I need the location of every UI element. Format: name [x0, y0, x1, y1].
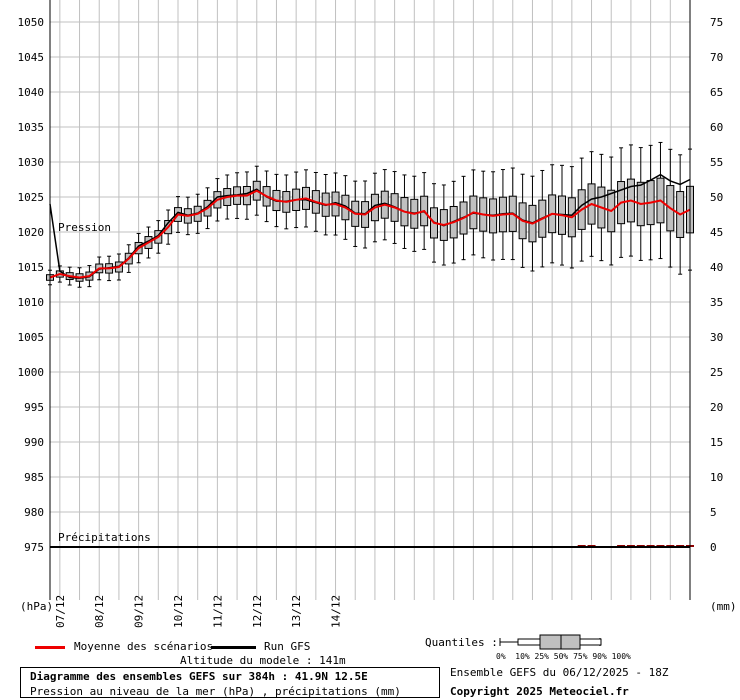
y-axis-left-ticks: 975 980 985 990 995 1000 1005 1010 1015 1020 1025 1…: [18, 16, 45, 554]
y-right-tick-label: 50: [710, 191, 723, 204]
y-left-tick-label: 1020: [18, 226, 45, 239]
y-left-tick-label: 1015: [18, 261, 45, 274]
mean-line: [49, 189, 691, 279]
chart-subtitle: Pression au niveau de la mer (hPa) , pré…: [30, 685, 401, 698]
y-left-tick-label: 1025: [18, 191, 45, 204]
y-left-tick-label: 1000: [18, 366, 45, 379]
series-lines: [49, 173, 691, 279]
y-left-tick-label: 1050: [18, 16, 45, 29]
y-right-tick-label: 65: [710, 86, 723, 99]
y-right-tick-label: 70: [710, 51, 723, 64]
y-right-tick-label: 45: [710, 226, 723, 239]
y-right-tick-label: 20: [710, 401, 723, 414]
x-axis-date-labels: 07/12 08/12 09/12 10/12 11/12 12/12 13/12 14/12: [54, 595, 343, 628]
y-right-tick-label: 25: [710, 366, 723, 379]
y-right-unit: (mm): [710, 600, 737, 613]
pressure-annotation: Pression: [58, 221, 111, 234]
title-box: Diagramme des ensembles GEFS sur 384h : …: [20, 667, 440, 698]
quantile-ticks: 0% 10% 25% 50% 75% 90% 100%: [496, 652, 631, 661]
quantile-icon: [499, 634, 602, 650]
y-right-tick-label: 60: [710, 121, 723, 134]
x-date-label: 12/12: [251, 595, 264, 628]
y-right-tick-label: 5: [710, 506, 717, 519]
x-date-label: 11/12: [211, 595, 224, 628]
altitude-label: Altitude du modele : 141m: [180, 654, 346, 667]
y-right-tick-label: 35: [710, 296, 723, 309]
y-axis-right-ticks: 0 5 10 15 20 25 30 35 40 45 50 55 60 65 70 75: [710, 16, 723, 554]
y-right-tick-label: 55: [710, 156, 723, 169]
copyright: Copyright 2025 Meteociel.fr: [450, 685, 629, 698]
y-left-tick-label: 1045: [18, 51, 45, 64]
mean-legend-label: Moyenne des scénarios: [74, 640, 214, 653]
chart-title: Diagramme des ensembles GEFS sur 384h : …: [30, 670, 368, 683]
gfs-line: [49, 173, 691, 279]
axes: [49, 0, 691, 600]
y-left-tick-label: 985: [24, 471, 44, 484]
y-left-tick-label: 1035: [18, 121, 45, 134]
y-right-tick-label: 15: [710, 436, 723, 449]
y-right-tick-label: 0: [710, 541, 717, 554]
y-right-tick-label: 10: [710, 471, 723, 484]
grid: [50, 0, 691, 600]
y-left-tick-label: 980: [24, 506, 44, 519]
x-date-label: 10/12: [172, 595, 185, 628]
y-left-tick-label: 995: [24, 401, 44, 414]
x-date-label: 13/12: [290, 595, 303, 628]
x-date-label: 09/12: [133, 595, 146, 628]
y-right-tick-label: 30: [710, 331, 723, 344]
gfs-swatch: [211, 646, 256, 649]
box-plots: [46, 141, 694, 288]
y-left-tick-label: 1010: [18, 296, 45, 309]
y-left-unit: (hPa): [20, 600, 53, 613]
y-left-tick-label: 1005: [18, 331, 45, 344]
y-left-tick-label: 975: [24, 541, 44, 554]
x-date-label: 14/12: [330, 595, 343, 628]
x-date-label: 07/12: [54, 595, 67, 628]
precip-annotation: Précipitations: [58, 531, 151, 544]
y-left-tick-label: 990: [24, 436, 44, 449]
y-left-tick-label: 1030: [18, 156, 45, 169]
gfs-legend-label: Run GFS: [264, 640, 311, 653]
y-right-tick-label: 40: [710, 261, 723, 274]
quantiles-label: Quantiles :: [425, 636, 498, 649]
run-info: Ensemble GEFS du 06/12/2025 - 18Z: [450, 666, 669, 679]
mean-swatch: [35, 646, 65, 649]
y-left-tick-label: 1040: [18, 86, 45, 99]
y-right-tick-label: 75: [710, 16, 723, 29]
x-date-label: 08/12: [93, 595, 106, 628]
